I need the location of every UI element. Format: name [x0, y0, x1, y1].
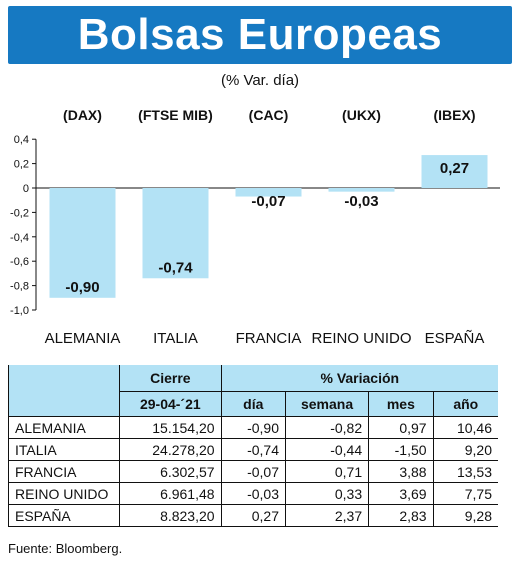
cell-cierre: 24.278,20 — [119, 438, 222, 461]
variacion-group-header: % Variación — [220, 365, 498, 392]
y-tick-label: -0,8 — [10, 281, 29, 293]
cell-cierre: 15.154,20 — [119, 416, 222, 439]
cell-name: FRANCIA — [7, 460, 120, 483]
cell-dia: 0,27 — [220, 504, 286, 527]
cell-semana: 0,71 — [284, 460, 369, 483]
category-label: REINO UNIDO — [311, 330, 411, 347]
cell-mes: 2,83 — [368, 504, 434, 527]
source-note: Fuente: Bloomberg. — [8, 541, 123, 556]
col-header-semana: semana — [284, 391, 369, 417]
cell-semana: -0,82 — [284, 416, 369, 439]
page-title: Bolsas Europeas — [77, 10, 443, 59]
table-corner — [7, 365, 120, 392]
cell-name: REINO UNIDO — [7, 482, 120, 505]
cell-semana: -0,44 — [284, 438, 369, 461]
table-body: ALEMANIA 15.154,20 -0,90 -0,82 0,97 10,46 ITAL… — [7, 416, 498, 527]
col-header-date: 29-04-´21 — [119, 391, 222, 417]
cell-name: ESPAÑA — [7, 504, 120, 527]
table-row: ESPAÑA 8.823,20 0,27 2,37 2,83 9,28 — [7, 504, 498, 527]
cell-mes: 3,69 — [368, 482, 434, 505]
cell-ano: 9,28 — [432, 504, 498, 527]
index-label: (IBEX) — [434, 107, 476, 123]
y-tick-label: -0,6 — [10, 256, 29, 268]
value-label: -0,90 — [65, 279, 99, 296]
category-label: ESPAÑA — [425, 330, 485, 347]
cell-cierre: 6.302,57 — [119, 460, 222, 483]
col-header-mes: mes — [368, 391, 434, 417]
cell-dia: -0,07 — [220, 460, 286, 483]
bar-italia — [142, 188, 209, 279]
y-tick-label: 0,2 — [14, 159, 29, 171]
table-row: ALEMANIA 15.154,20 -0,90 -0,82 0,97 10,46 — [7, 416, 498, 439]
y-tick-label: -0,4 — [10, 232, 29, 244]
index-label: (UKX) — [342, 107, 381, 123]
cell-mes: 3,88 — [368, 460, 434, 483]
category-label: ITALIA — [153, 330, 198, 347]
cell-name: ITALIA — [7, 438, 120, 461]
cell-cierre: 6.961,48 — [119, 482, 222, 505]
bar-españa — [421, 155, 488, 188]
cierre-group-header: Cierre — [119, 365, 222, 392]
bar-francia — [235, 188, 302, 197]
cell-mes: 0,97 — [368, 416, 434, 439]
col-header-dia: día — [220, 391, 286, 417]
y-tick-label: 0,4 — [14, 134, 29, 146]
index-label: (CAC) — [249, 107, 289, 123]
cell-dia: -0,90 — [220, 416, 286, 439]
cell-ano: 9,20 — [432, 438, 498, 461]
cell-ano: 13,53 — [432, 460, 498, 483]
bar-alemania — [49, 188, 116, 298]
category-label: FRANCIA — [236, 330, 302, 347]
index-label: (FTSE MIB) — [138, 107, 213, 123]
cell-cierre: 8.823,20 — [119, 504, 222, 527]
table-row: ITALIA 24.278,20 -0,74 -0,44 -1,50 9,20 — [7, 438, 498, 461]
value-label: 0,27 — [440, 160, 469, 177]
title-banner: Bolsas Europeas — [8, 6, 512, 64]
cell-semana: 2,37 — [284, 504, 369, 527]
cell-ano: 10,46 — [432, 416, 498, 439]
bar-chart: 0,4 0,2 0 -0,2 -0,4 -0,6 -0,8 -1,0 (DAX) -0,90 ALE… — [10, 107, 500, 347]
cell-mes: -1,50 — [368, 438, 434, 461]
chart-subtitle: (% Var. día) — [220, 72, 300, 89]
table-row: FRANCIA 6.302,57 -0,07 0,71 3,88 13,53 — [7, 460, 498, 483]
y-tick-label: 0 — [23, 183, 29, 195]
cell-dia: -0,74 — [220, 438, 286, 461]
cell-name: ALEMANIA — [7, 416, 120, 439]
col-header-ano: año — [432, 391, 498, 417]
y-tick-label: -0,2 — [10, 207, 29, 219]
index-label: (DAX) — [63, 107, 102, 123]
y-tick-label: -1,0 — [10, 305, 29, 317]
category-label: ALEMANIA — [45, 330, 121, 347]
value-label: -0,74 — [158, 259, 193, 276]
bar-reino-unido — [328, 188, 395, 192]
value-label: -0,03 — [344, 193, 378, 210]
table-row: REINO UNIDO 6.961,48 -0,03 0,33 3,69 7,75 — [7, 482, 498, 505]
quotes-table: Cierre % Variación 29-04-´21 día semana … — [7, 365, 498, 527]
cell-ano: 7,75 — [432, 482, 498, 505]
cell-semana: 0,33 — [284, 482, 369, 505]
value-label: -0,07 — [251, 193, 285, 210]
table-corner-2 — [7, 391, 120, 417]
cell-dia: -0,03 — [220, 482, 286, 505]
